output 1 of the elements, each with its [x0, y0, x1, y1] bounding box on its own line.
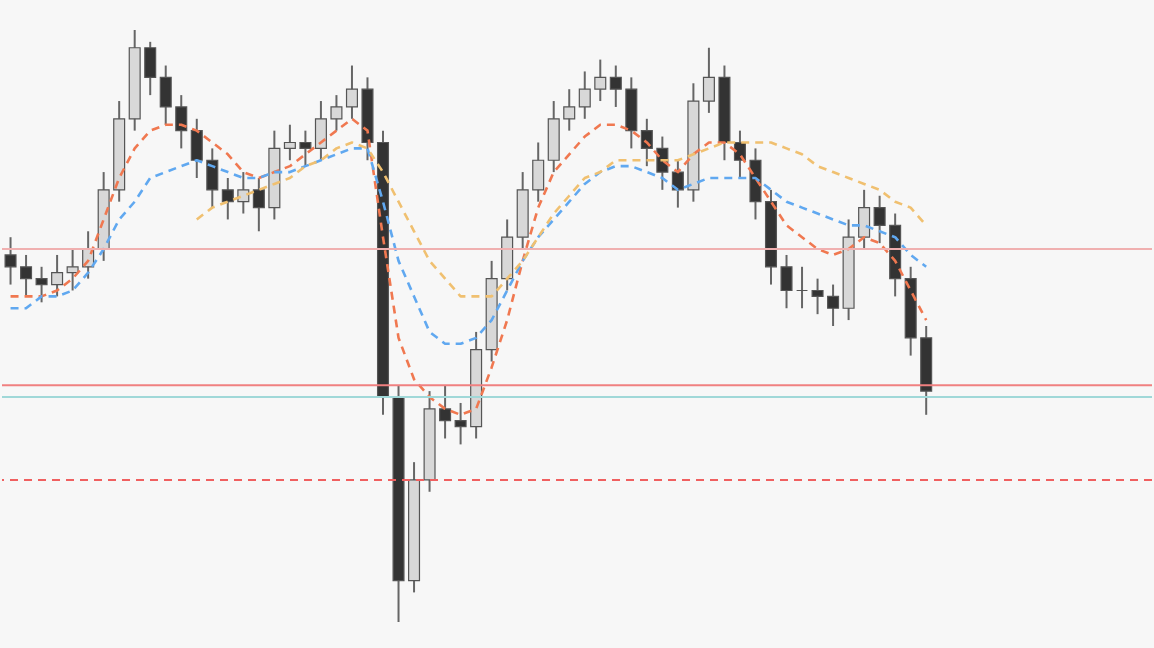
candlestick: [796, 265, 809, 310]
